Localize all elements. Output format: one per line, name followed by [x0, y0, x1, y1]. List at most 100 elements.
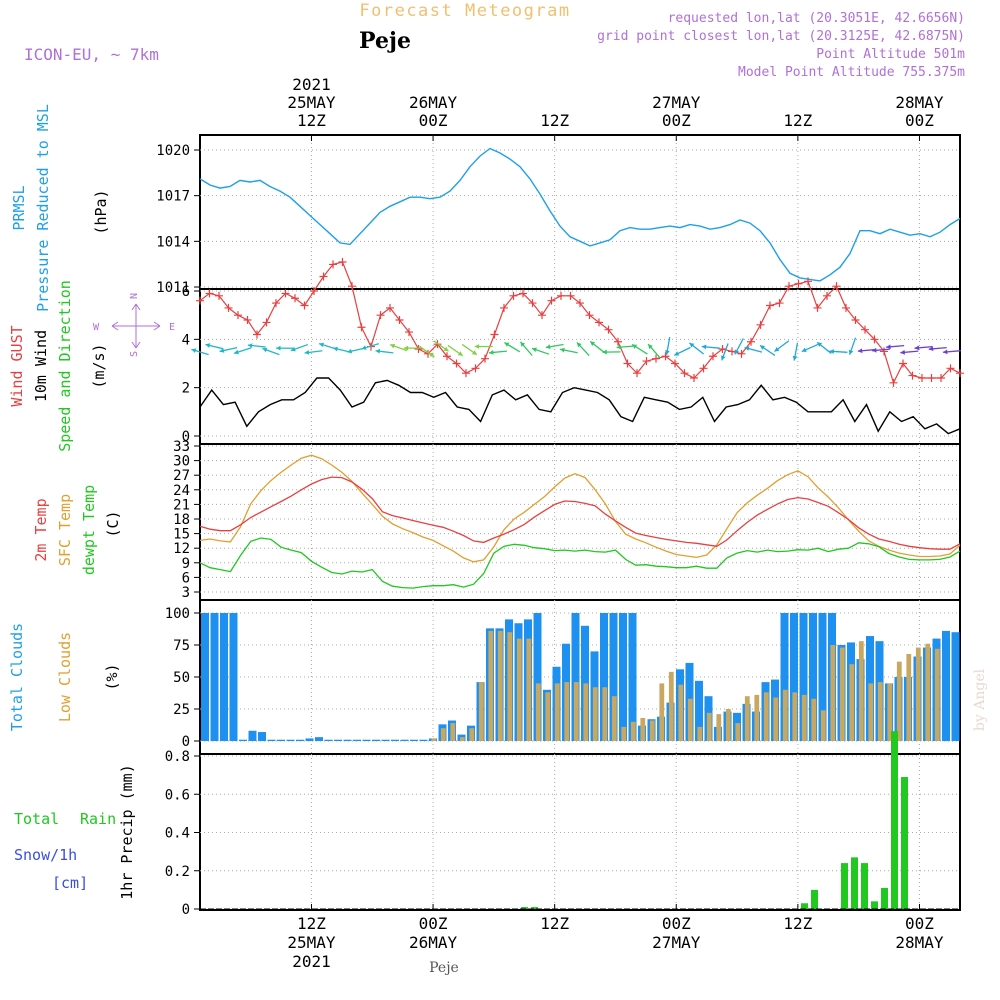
gust-marker — [443, 352, 451, 361]
low-cloud-bar — [659, 683, 665, 741]
top-time-label: 2021 — [292, 75, 331, 94]
gust-marker — [500, 303, 508, 312]
percent-label: (%) — [103, 663, 121, 690]
wind-arrow-head — [247, 343, 253, 348]
low-cloud-bar — [526, 638, 532, 741]
total-cloud-bar — [315, 737, 323, 741]
y-tick-label: 21 — [173, 497, 190, 513]
low-cloud-bar — [450, 723, 456, 741]
total-cloud-bar — [277, 739, 285, 741]
total-cloud-bar — [258, 732, 266, 741]
wind-arrow-head — [347, 348, 353, 354]
gust-marker — [281, 289, 290, 298]
low-cloud-bar — [649, 720, 655, 741]
gust-marker — [652, 354, 660, 363]
bottom-time-label: 25MAY — [287, 933, 336, 952]
wind-arrow-head — [848, 349, 854, 355]
rain-label: Rain — [80, 810, 116, 828]
low-cloud-bar — [906, 653, 912, 741]
gust-marker — [880, 347, 888, 356]
low-cloud-bar — [507, 632, 513, 741]
top-time-label: 12Z — [297, 111, 326, 130]
low-cloud-bar — [849, 664, 855, 741]
gust-marker — [234, 311, 242, 320]
total-cloud-bar — [799, 613, 808, 741]
gust-marker — [766, 301, 774, 310]
model-altitude: Model Point Altitude 755.375m — [738, 65, 965, 80]
gust-marker — [595, 318, 603, 327]
low-cloud-bar — [925, 643, 931, 741]
gust-marker — [794, 279, 803, 288]
wind-arrow-head — [403, 345, 409, 351]
wind-arrow-head — [774, 346, 780, 352]
wind-arrow-head — [457, 351, 463, 356]
total-cloud-bar — [809, 613, 817, 741]
y-tick-label: 0 — [182, 902, 190, 918]
gust-marker — [566, 291, 575, 300]
gust-marker — [937, 374, 945, 382]
total-cloud-bar — [353, 739, 361, 741]
total-cloud-bar — [305, 738, 314, 741]
top-time-label: 00Z — [419, 111, 448, 130]
gust-marker — [946, 364, 955, 373]
gust-marker — [623, 359, 632, 368]
wind-arrow-head — [390, 343, 396, 349]
gust-marker — [357, 323, 366, 332]
footer-location: Peje — [429, 960, 459, 976]
low-cloud-bar — [564, 682, 570, 741]
temp-dewpt-label: dewpt Temp — [80, 485, 98, 575]
low-cloud-bar — [545, 692, 551, 741]
total-cloud-bar — [267, 739, 276, 741]
ms-label: (m/s) — [90, 343, 108, 388]
top-time-label: 00Z — [905, 111, 934, 130]
gust-marker — [376, 311, 385, 320]
low-cloud-bar — [877, 682, 883, 741]
top-time-label: 26MAY — [409, 93, 458, 112]
gust-marker — [832, 282, 841, 291]
y-tick-label: 0.4 — [165, 826, 190, 842]
model-label: ICON-EU, ~ 7km — [24, 45, 159, 64]
wind-arrow-head — [914, 345, 920, 351]
wind-arrow-head — [900, 349, 905, 355]
rain-bar — [811, 889, 818, 909]
total-cloud-bar — [391, 739, 399, 741]
compass-south: S — [129, 351, 140, 357]
bottom-time-label: 12Z — [783, 914, 812, 933]
wind-arrow-head — [734, 349, 740, 355]
low-cloud-bar — [554, 683, 560, 741]
wind-panel — [199, 288, 961, 445]
wind-arrow-head — [602, 349, 607, 355]
gust-marker — [728, 347, 736, 356]
wind-arrow-head — [648, 344, 653, 349]
low-cloud-bar — [716, 714, 722, 741]
bottom-time-label: 28MAY — [895, 933, 944, 952]
total-cloud-bar — [220, 613, 228, 741]
requested-coords: requested lon,lat (20.3051E, 42.6656N) — [668, 11, 965, 26]
top-time-label: 12Z — [540, 111, 569, 130]
wind-arrow-head — [886, 344, 891, 350]
compass-east: E — [169, 322, 175, 333]
hpa-label: (hPa) — [92, 189, 110, 234]
bottom-time-label: 12Z — [540, 914, 569, 933]
rain-bar — [871, 901, 878, 909]
total-cloud-bar — [609, 613, 618, 741]
low-cloud-bar — [820, 710, 826, 741]
gust-marker — [319, 272, 328, 281]
low-cloud-bar — [621, 726, 627, 741]
low-clouds-label: Low Clouds — [56, 632, 74, 722]
wind-arrow-head — [504, 342, 510, 347]
wind-arrow-head — [276, 345, 281, 351]
gust-marker — [699, 364, 708, 373]
low-cloud-bar — [535, 683, 541, 741]
y-tick-label: 0.6 — [165, 787, 190, 803]
prmsl-label: PRMSL — [10, 185, 28, 230]
gust-marker — [547, 296, 556, 305]
grid-point-coords: grid point closest lon,lat (20.3125E, 42… — [597, 29, 965, 44]
wind-arrow-head — [689, 342, 695, 348]
gust-marker — [851, 316, 860, 324]
total-cloud-bar — [400, 739, 409, 741]
low-cloud-bar — [792, 692, 798, 741]
pressure-panel — [199, 134, 961, 290]
gust-marker — [300, 301, 309, 310]
